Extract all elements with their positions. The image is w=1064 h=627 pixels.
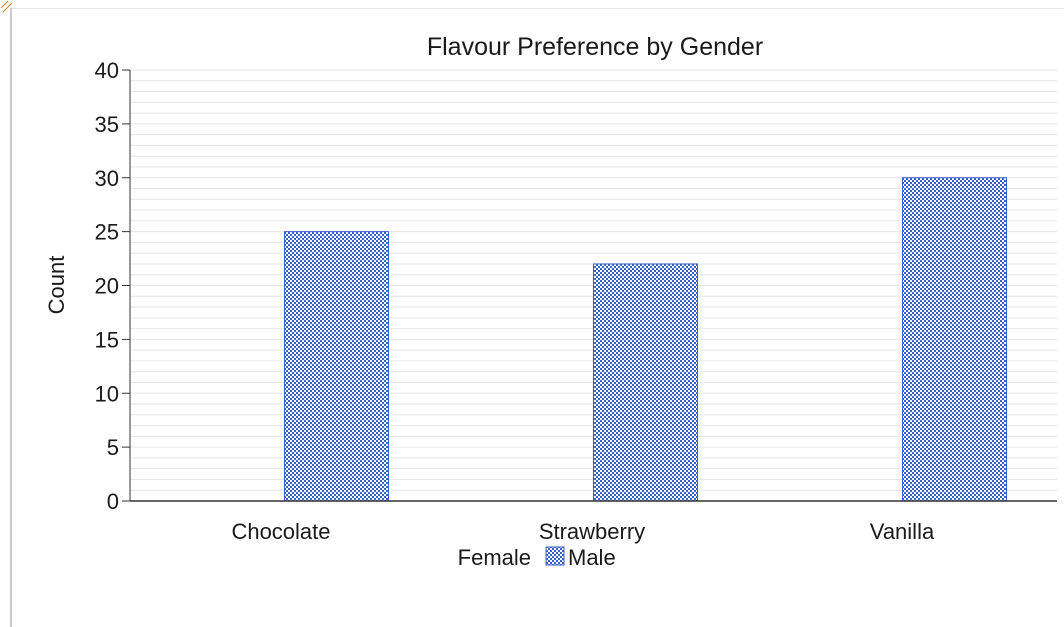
y-tick-label: 40 <box>95 58 119 83</box>
bars <box>284 177 1007 502</box>
bar-male-vanilla <box>902 177 1007 502</box>
y-tick-label: 30 <box>95 166 119 191</box>
y-tick-label: 10 <box>95 381 119 406</box>
legend-label-male: Male <box>568 545 616 570</box>
y-tick-label: 25 <box>95 220 119 245</box>
legend: Female Male <box>458 545 616 570</box>
x-tick-labels: Chocolate Strawberry Vanilla <box>231 519 935 544</box>
bar-male-chocolate <box>284 231 389 502</box>
x-tick-label: Chocolate <box>231 519 330 544</box>
chart-title: Flavour Preference by Gender <box>427 33 763 61</box>
y-tick-label: 35 <box>95 112 119 137</box>
legend-swatch-male <box>545 546 565 566</box>
bar-male-strawberry <box>593 263 698 502</box>
y-tick-label: 15 <box>95 327 119 352</box>
x-tick-label: Strawberry <box>539 519 645 544</box>
frame-left-border <box>10 8 12 627</box>
y-tick-label: 20 <box>95 274 119 299</box>
y-axis-label: Count <box>44 256 69 315</box>
y-tick-label: 5 <box>107 435 119 460</box>
x-tick-label: Vanilla <box>870 519 935 544</box>
legend-label-female: Female <box>458 545 531 570</box>
y-tick-label: 0 <box>107 489 119 514</box>
frame-top-border <box>10 8 1064 9</box>
resize-corner-icon <box>0 0 13 13</box>
y-tick-labels: 0 5 10 15 20 25 30 35 40 <box>95 58 130 514</box>
